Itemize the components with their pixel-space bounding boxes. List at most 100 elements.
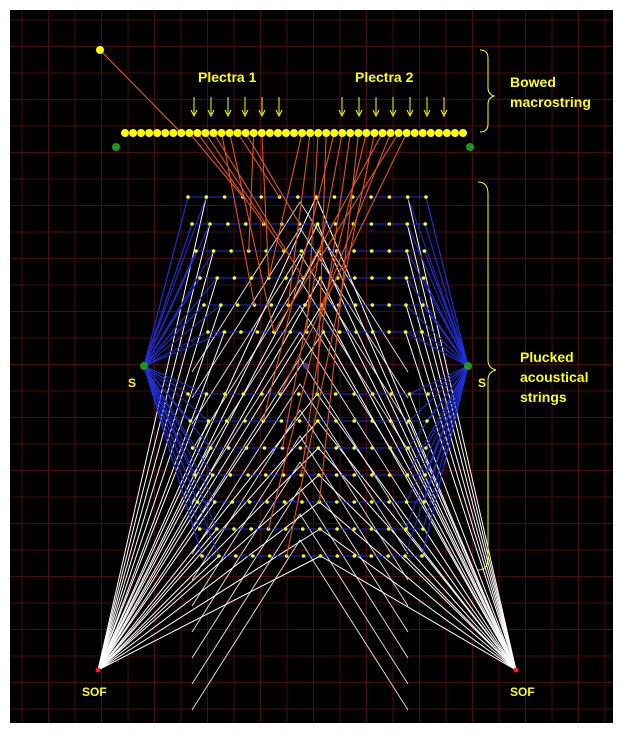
plucked-mass: [249, 527, 254, 531]
plucked-mass: [208, 222, 212, 226]
sof-link: [316, 393, 517, 671]
plucked-mass: [388, 419, 393, 423]
macrostring-mass: [153, 129, 162, 137]
plucked-mass: [387, 303, 391, 307]
plectrum-1-link: [188, 132, 244, 198]
sof-link: [405, 331, 517, 671]
bow-link: [99, 49, 182, 134]
plectrum-2-link: [268, 132, 303, 279]
support-right-point: [464, 362, 472, 370]
plectrum-1-link: [245, 132, 301, 225]
plucked-mass: [335, 527, 339, 531]
macrostring-mass: [394, 129, 403, 137]
plectrum-1-link: [213, 132, 304, 279]
plucked-mass: [387, 249, 392, 253]
support-link: [143, 196, 207, 367]
sof-link: [97, 501, 320, 671]
macrostring-mass: [418, 129, 427, 137]
plectrum-arrowhead: [440, 109, 448, 118]
plucked-mass: [190, 222, 194, 226]
plucked-mass: [255, 330, 260, 334]
plucked-mass: [369, 500, 374, 504]
sof-link: [97, 474, 320, 671]
sof-link: [407, 447, 517, 671]
sof-link: [317, 223, 517, 671]
support-link: [143, 331, 209, 367]
support-link: [143, 250, 197, 367]
support-link: [143, 304, 205, 367]
sof-link: [97, 420, 209, 671]
macrostring-mass: [273, 129, 282, 137]
plucked-label-line2: acoustical: [520, 369, 588, 385]
macrostring-fixed-left: [112, 143, 120, 151]
plucked-mass: [352, 473, 357, 477]
plucked-mass: [421, 527, 425, 531]
plucked-mass: [387, 222, 392, 226]
support-link: [143, 304, 222, 367]
plectra-links: [99, 49, 408, 557]
plucked-mass: [352, 527, 357, 531]
sof-link: [405, 528, 517, 671]
support-link: [406, 223, 469, 367]
plucked-mass: [265, 500, 269, 504]
plucked-mass: [298, 446, 303, 450]
sof-link: [97, 420, 319, 671]
plucked-mass: [226, 446, 231, 450]
sof-left-label: SOF: [82, 685, 107, 699]
free-mass: [96, 46, 104, 54]
plucked-mass: [186, 392, 190, 396]
macrostring-mass: [386, 129, 395, 137]
support-link: [421, 331, 469, 367]
plucked-mass: [404, 303, 408, 307]
support-link: [422, 304, 469, 367]
sof-link: [97, 528, 218, 671]
support-link: [143, 365, 207, 395]
plucked-mass: [335, 500, 339, 504]
plucked-mass: [369, 195, 373, 199]
bowed-label-line2: macrostring: [510, 94, 591, 110]
sof-link: [97, 528, 321, 671]
plucked-mass: [403, 554, 407, 558]
sof-link: [97, 250, 320, 671]
plucked-mass: [200, 554, 204, 558]
plucked-mass: [403, 330, 408, 334]
plucked-mass: [352, 500, 357, 504]
sof-link: [317, 447, 517, 671]
plucked-mass: [303, 303, 307, 307]
sof-link: [97, 447, 212, 671]
macrostring-mass: [233, 129, 242, 137]
plectrum-arrowhead: [241, 109, 249, 118]
sof-link: [97, 223, 319, 671]
plucked-strings: [186, 195, 430, 558]
sof-link: [406, 250, 517, 671]
plucked-mass: [297, 419, 302, 423]
macrostring-mass: [209, 129, 218, 137]
plectrum-2-link: [279, 132, 408, 395]
plucked-mass: [353, 276, 357, 280]
sof-link: [97, 304, 222, 671]
bowed-bracket: [479, 49, 496, 133]
plucked-mass: [387, 473, 392, 477]
plectrum-2-link: [300, 132, 351, 476]
plucked-mass: [188, 419, 193, 423]
macrostring-mass: [241, 129, 250, 137]
macrostring-mass: [402, 129, 411, 137]
support-link: [143, 365, 212, 449]
plucked-mass: [217, 554, 221, 558]
background: [10, 10, 613, 723]
chevron-link: [191, 513, 409, 685]
plucked-mass: [316, 446, 321, 450]
sof-link: [406, 474, 517, 671]
plectrum-arrowhead: [389, 109, 397, 118]
support-link: [423, 250, 469, 367]
macrostring-mass: [370, 129, 379, 137]
support-link: [423, 277, 469, 367]
plucked-mass: [404, 527, 408, 531]
plucked-mass: [334, 446, 339, 450]
plucked-mass: [317, 473, 321, 477]
plucked-mass: [211, 249, 216, 253]
chevron-link: [191, 435, 409, 607]
plucked-mass: [314, 195, 318, 199]
macrostring-mass: [257, 129, 266, 137]
plucked-mass: [421, 303, 425, 307]
